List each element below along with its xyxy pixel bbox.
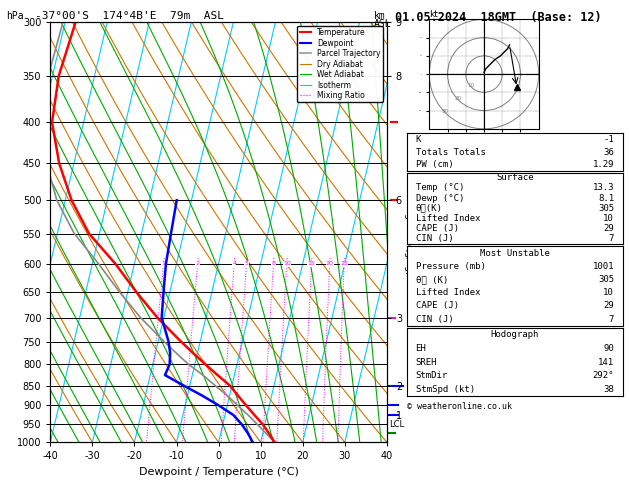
Text: StmSpd (kt): StmSpd (kt) (416, 385, 475, 394)
Text: hPa: hPa (6, 11, 24, 21)
Text: 13.3: 13.3 (593, 183, 614, 192)
Text: 29: 29 (603, 224, 614, 233)
Text: kt: kt (430, 10, 438, 19)
Text: Totals Totals: Totals Totals (416, 148, 486, 156)
Y-axis label: Mixing Ratio (g/kg): Mixing Ratio (g/kg) (404, 189, 413, 275)
Text: K: K (416, 135, 421, 144)
Text: SREH: SREH (416, 358, 437, 366)
X-axis label: Dewpoint / Temperature (°C): Dewpoint / Temperature (°C) (138, 467, 299, 477)
Text: 36: 36 (603, 148, 614, 156)
Text: 10: 10 (467, 83, 474, 88)
Text: 90: 90 (603, 344, 614, 353)
Text: Hodograph: Hodograph (491, 330, 539, 339)
Text: 305: 305 (598, 275, 614, 284)
Legend: Temperature, Dewpoint, Parcel Trajectory, Dry Adiabat, Wet Adiabat, Isotherm, Mi: Temperature, Dewpoint, Parcel Trajectory… (298, 26, 383, 103)
Text: 2: 2 (196, 261, 199, 266)
Text: Temp (°C): Temp (°C) (416, 183, 464, 192)
Text: 7: 7 (609, 314, 614, 324)
Text: 01.05.2024  18GMT  (Base: 12): 01.05.2024 18GMT (Base: 12) (395, 11, 601, 24)
Text: Pressure (mb): Pressure (mb) (416, 261, 486, 271)
Text: CAPE (J): CAPE (J) (416, 301, 459, 311)
Text: Surface: Surface (496, 173, 533, 182)
Text: CIN (J): CIN (J) (416, 234, 454, 243)
Text: 20: 20 (326, 261, 333, 266)
Text: 8: 8 (272, 261, 276, 266)
Text: 7: 7 (609, 234, 614, 243)
Text: 5: 5 (245, 261, 248, 266)
Text: LCL: LCL (389, 420, 404, 429)
Text: 10: 10 (603, 288, 614, 297)
Text: -1: -1 (603, 135, 614, 144)
Text: Lifted Index: Lifted Index (416, 288, 480, 297)
Text: 8.1: 8.1 (598, 193, 614, 203)
Text: EH: EH (416, 344, 426, 353)
Text: 305: 305 (598, 204, 614, 213)
Text: 25: 25 (340, 261, 348, 266)
Text: 292°: 292° (593, 371, 614, 380)
Text: 1001: 1001 (593, 261, 614, 271)
Text: 20: 20 (454, 96, 461, 102)
Text: km: km (374, 11, 386, 21)
Text: 10: 10 (603, 214, 614, 223)
Text: 38: 38 (603, 385, 614, 394)
Text: 1: 1 (162, 261, 165, 266)
Text: Most Unstable: Most Unstable (480, 248, 550, 258)
Text: 1.29: 1.29 (593, 160, 614, 169)
Text: PW (cm): PW (cm) (416, 160, 454, 169)
Text: 141: 141 (598, 358, 614, 366)
Text: -37°00'S  174°4B'E  79m  ASL: -37°00'S 174°4B'E 79m ASL (35, 11, 223, 21)
Text: θᴄ(K): θᴄ(K) (416, 204, 442, 213)
Text: CIN (J): CIN (J) (416, 314, 454, 324)
Text: θᴄ (K): θᴄ (K) (416, 275, 448, 284)
Text: 30: 30 (441, 109, 448, 115)
Text: Dewp (°C): Dewp (°C) (416, 193, 464, 203)
Text: © weatheronline.co.uk: © weatheronline.co.uk (407, 401, 512, 411)
Text: 29: 29 (603, 301, 614, 311)
Text: CAPE (J): CAPE (J) (416, 224, 459, 233)
Text: 15: 15 (308, 261, 315, 266)
Text: Lifted Index: Lifted Index (416, 214, 480, 223)
Text: StmDir: StmDir (416, 371, 448, 380)
Text: ASL: ASL (374, 19, 392, 30)
Text: 10: 10 (283, 261, 291, 266)
Text: 4: 4 (232, 261, 237, 266)
